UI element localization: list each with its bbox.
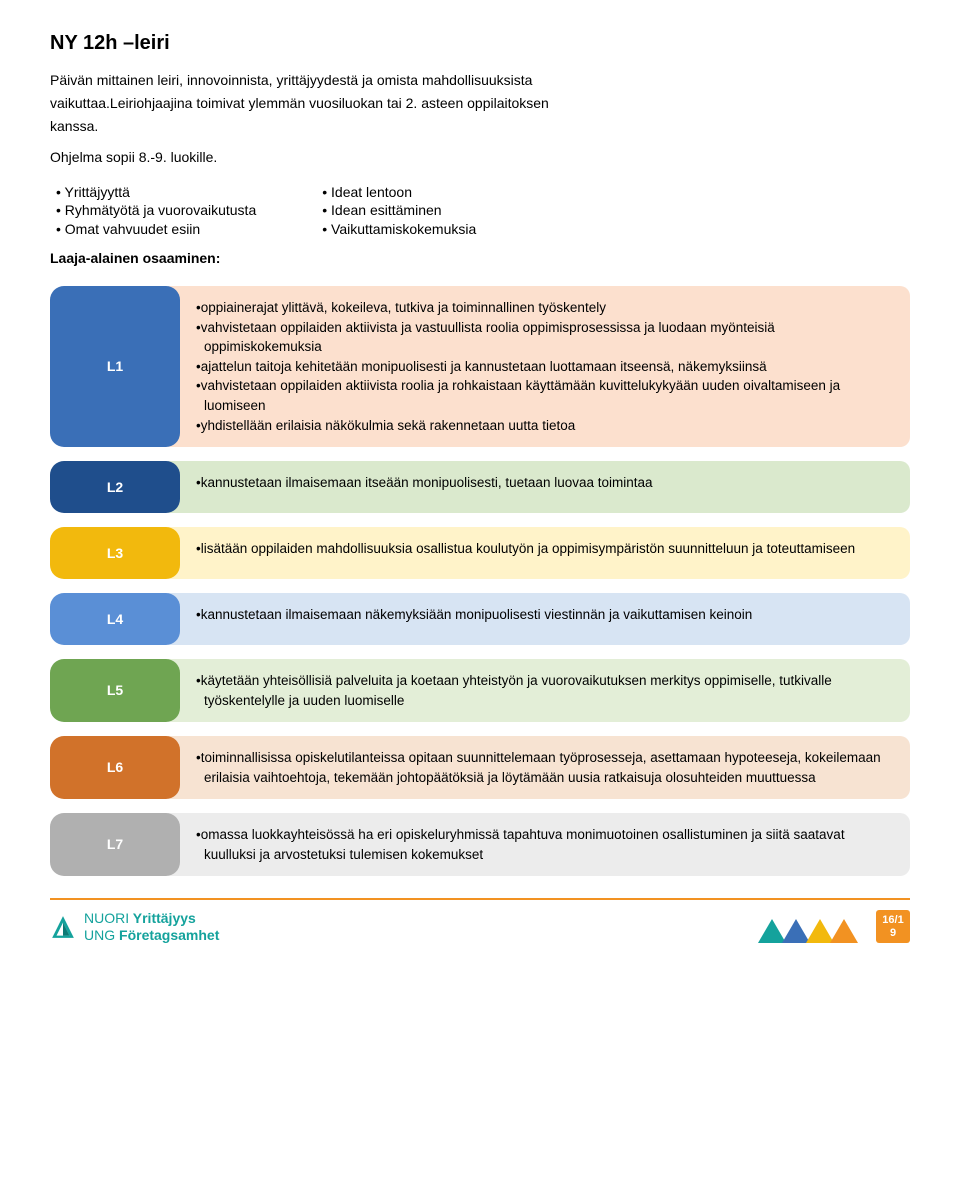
content-l7: omassa luokkayhteisössä ha eri opiskelur… — [160, 813, 910, 876]
bullet: omassa luokkayhteisössä ha eri opiskelur… — [196, 825, 892, 864]
block-l2: L2 kannustetaan ilmaisemaan itseään moni… — [50, 461, 910, 513]
brand-line2: UNG Företagsamhet — [84, 927, 219, 943]
bullet: lisätään oppilaiden mahdollisuuksia osal… — [196, 539, 892, 559]
intro-paragraph: Päivän mittainen leiri, innovoinnista, y… — [50, 71, 910, 136]
tag-l2: L2 — [50, 461, 180, 513]
bullet: vahvistetaan oppilaiden aktiivista ja va… — [196, 318, 892, 357]
bullet: oppiainerajat ylittävä, kokeileva, tutki… — [196, 298, 892, 318]
list-item: Omat vahvuudet esiin — [56, 220, 256, 239]
footer-shapes-icon — [758, 913, 868, 943]
tag-l4: L4 — [50, 593, 180, 645]
list-item: Ideat lentoon — [322, 183, 476, 202]
bullet-columns: Yrittäjyyttä Ryhmätyötä ja vuorovaikutus… — [50, 183, 910, 240]
tag-l5: L5 — [50, 659, 180, 722]
block-l3: L3 lisätään oppilaiden mahdollisuuksia o… — [50, 527, 910, 579]
bullet-col-left: Yrittäjyyttä Ryhmätyötä ja vuorovaikutus… — [50, 183, 256, 240]
list-item: Yrittäjyyttä — [56, 183, 256, 202]
tag-l3: L3 — [50, 527, 180, 579]
block-l4: L4 kannustetaan ilmaisemaan näkemyksiään… — [50, 593, 910, 645]
brand-logo-icon — [50, 914, 76, 940]
tag-l6: L6 — [50, 736, 180, 799]
footer-brand: NUORI Yrittäjyys UNG Företagsamhet — [50, 910, 219, 942]
bullet: vahvistetaan oppilaiden aktiivista rooli… — [196, 376, 892, 415]
content-l4: kannustetaan ilmaisemaan näkemyksiään mo… — [160, 593, 910, 645]
block-l7: L7 omassa luokkayhteisössä ha eri opiske… — [50, 813, 910, 876]
bullet: käytetään yhteisöllisiä palveluita ja ko… — [196, 671, 892, 710]
list-item: Idean esittäminen — [322, 201, 476, 220]
block-l5: L5 käytetään yhteisöllisiä palveluita ja… — [50, 659, 910, 722]
brand-line1: NUORI Yrittäjyys — [84, 910, 219, 926]
sub-paragraph: Ohjelma sopii 8.-9. luokille. — [50, 148, 910, 167]
content-l3: lisätään oppilaiden mahdollisuuksia osal… — [160, 527, 910, 579]
bullet: kannustetaan ilmaisemaan itseään monipuo… — [196, 473, 892, 493]
intro-line: Päivän mittainen leiri, innovoinnista, y… — [50, 71, 910, 90]
block-l1: L1 oppiainerajat ylittävä, kokeileva, tu… — [50, 286, 910, 447]
block-l6: L6 toiminnallisissa opiskelutilanteissa … — [50, 736, 910, 799]
bullet: ajattelun taitoja kehitetään monipuolise… — [196, 357, 892, 377]
tag-l7: L7 — [50, 813, 180, 876]
intro-line: kanssa. — [50, 117, 910, 136]
intro-line: vaikuttaa.Leiriohjaajina toimivat ylemmä… — [50, 94, 910, 113]
content-l2: kannustetaan ilmaisemaan itseään monipuo… — [160, 461, 910, 513]
page-number-badge: 16/1 9 — [876, 910, 910, 942]
footer: NUORI Yrittäjyys UNG Företagsamhet 16/1 … — [50, 898, 910, 942]
content-l6: toiminnallisissa opiskelutilanteissa opi… — [160, 736, 910, 799]
tag-l1: L1 — [50, 286, 180, 447]
bullet: toiminnallisissa opiskelutilanteissa opi… — [196, 748, 892, 787]
bullet: kannustetaan ilmaisemaan näkemyksiään mo… — [196, 605, 892, 625]
list-item: Vaikuttamiskokemuksia — [322, 220, 476, 239]
section-heading: Laaja-alainen osaaminen: — [50, 249, 910, 268]
page-title: NY 12h –leiri — [50, 30, 910, 57]
bullet: yhdistellään erilaisia näkökulmia sekä r… — [196, 416, 892, 436]
content-l1: oppiainerajat ylittävä, kokeileva, tutki… — [160, 286, 910, 447]
bullet-col-right: Ideat lentoon Idean esittäminen Vaikutta… — [316, 183, 476, 240]
content-l5: käytetään yhteisöllisiä palveluita ja ko… — [160, 659, 910, 722]
list-item: Ryhmätyötä ja vuorovaikutusta — [56, 201, 256, 220]
